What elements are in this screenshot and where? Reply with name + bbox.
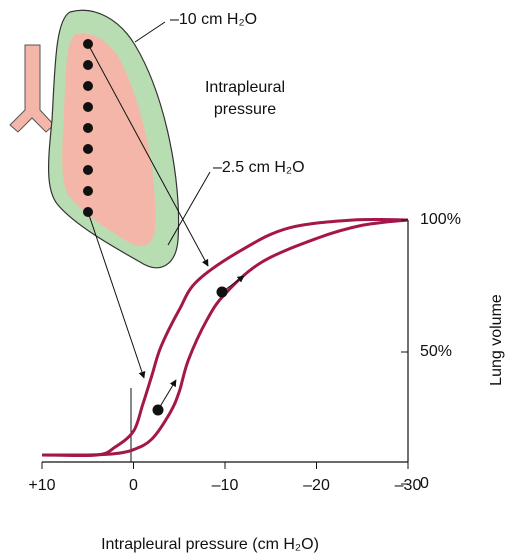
x-axis-label: Intrapleural pressure (cm H₂O) [101,536,319,553]
annotation: –10 cm H₂O [170,11,257,28]
x-tick-label: +10 [28,477,55,494]
x-tick-label: –20 [303,477,330,494]
x-tick-label: 0 [129,477,138,494]
y-tick-label: 100% [420,211,461,228]
annotation: –2.5 cm H₂O [213,159,305,176]
x-tick-label: –10 [212,477,239,494]
curve [41,218,409,457]
y-tick-label: 50% [420,343,452,360]
annotation: pressure [214,101,276,118]
curves [41,217,409,458]
x-tick-label: –30 [395,477,422,494]
annotation: Intrapleural [205,79,285,96]
curve [41,217,409,458]
lung-illustration [9,9,211,379]
y-axis-label: Lung volume [488,294,505,386]
y-tick-label: 0 [420,475,429,492]
curve-points [152,275,245,416]
